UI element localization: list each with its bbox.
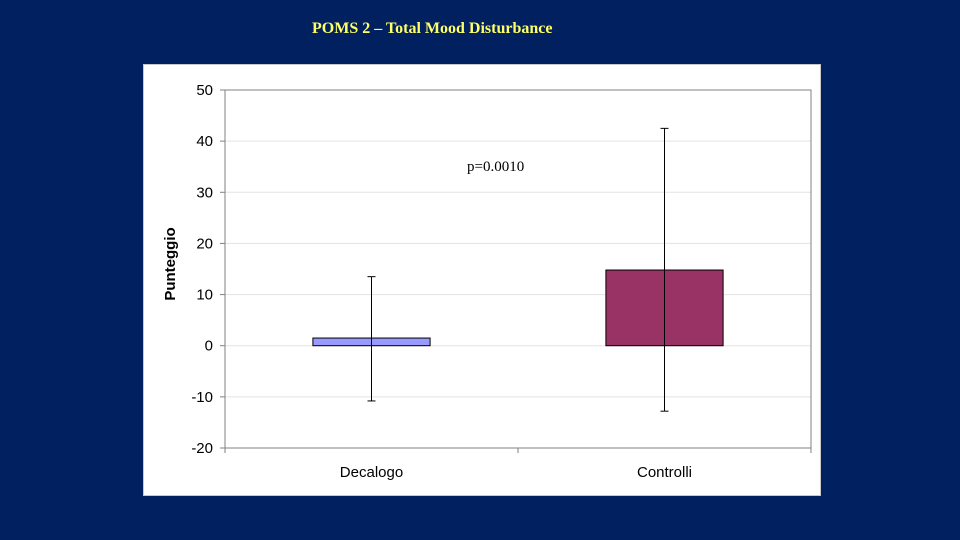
x-axis-ticks: Decalogo Controlli bbox=[224, 448, 812, 481]
chart-panel: 50 40 30 20 10 0 -10 -20 Decalogo Controlli Punt… bbox=[143, 64, 821, 496]
y-axis-ticks: 50 40 30 20 10 0 -10 -20 bbox=[191, 82, 225, 457]
plot-frame bbox=[224, 89, 812, 449]
bar-chart: 50 40 30 20 10 0 -10 -20 Decalogo Controlli Punt… bbox=[162, 82, 812, 481]
y-tick-label: -10 bbox=[191, 389, 213, 406]
y-tick-label: 40 bbox=[196, 133, 213, 150]
x-tick-label-decalogo: Decalogo bbox=[340, 464, 403, 481]
error-bars bbox=[367, 127, 669, 412]
gridlines bbox=[225, 140, 811, 398]
bars bbox=[312, 269, 724, 347]
y-tick-label: 0 bbox=[205, 338, 213, 355]
y-axis-title: Punteggio bbox=[162, 227, 179, 300]
y-tick-label: 30 bbox=[196, 184, 213, 201]
p-value-annotation: p=0.0010 bbox=[467, 159, 524, 175]
y-tick-label: 20 bbox=[196, 235, 213, 252]
x-tick-label-controlli: Controlli bbox=[637, 464, 692, 481]
y-tick-label: 10 bbox=[196, 287, 213, 304]
y-tick-label: -20 bbox=[191, 440, 213, 457]
slide-title: POMS 2 – Total Mood Disturbance bbox=[312, 20, 553, 37]
y-tick-label: 50 bbox=[196, 82, 213, 99]
